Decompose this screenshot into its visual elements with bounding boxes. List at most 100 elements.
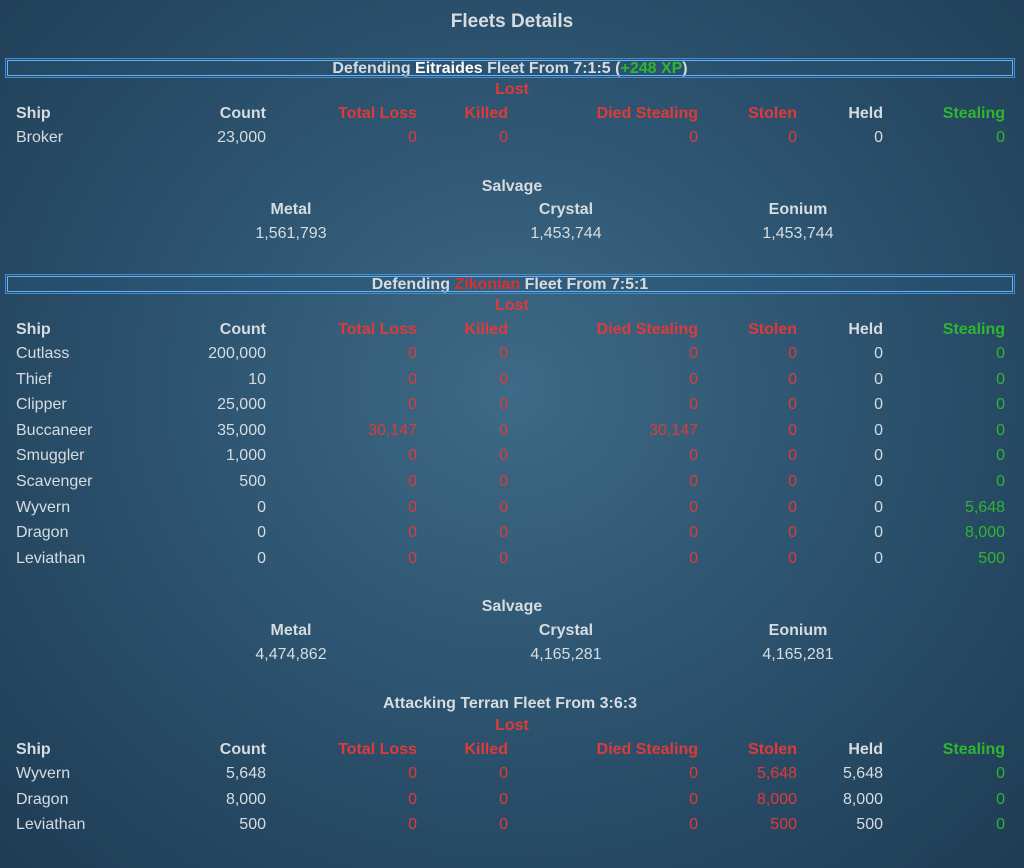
col-killed: Killed — [464, 321, 508, 338]
ship-count: 5,648 — [225, 765, 266, 782]
stealing-value: 0 — [996, 129, 1005, 146]
total-loss-value: 0 — [408, 549, 417, 567]
total-loss-value: 0 — [408, 473, 417, 490]
ship-count: 500 — [239, 816, 266, 834]
held-value: 0 — [874, 421, 883, 439]
stolen-value: 0 — [788, 549, 797, 567]
page-title: Fleets Details — [450, 11, 574, 32]
salvage-metal-label: Metal — [270, 201, 312, 218]
killed-value: 0 — [499, 524, 508, 542]
xp-close: ) — [682, 60, 688, 77]
ship-name: Wyvern — [16, 765, 71, 782]
fleet-prefix: Defending — [371, 276, 450, 293]
table-row: Wyvern 5,648 0 0 0 5,648 5,648 0 — [0, 763, 1024, 785]
ship-name: Thief — [16, 370, 52, 388]
killed-value: 0 — [499, 396, 508, 414]
fleet-owner-name[interactable]: Terran — [460, 695, 509, 712]
col-stealing: Stealing — [942, 321, 1005, 338]
ship-name: Buccaneer — [16, 421, 93, 439]
salvage-metal-value: 1,561,793 — [255, 225, 327, 242]
ship-count: 25,000 — [217, 396, 266, 414]
total-loss-value: 30,147 — [368, 421, 417, 439]
table-row: Wyvern 0 0 0 0 0 0 5,648 — [0, 497, 1024, 519]
stolen-value: 0 — [788, 524, 797, 542]
died-stealing-value: 0 — [689, 345, 698, 362]
total-loss-value: 0 — [408, 370, 417, 388]
died-stealing-value: 0 — [689, 396, 698, 414]
col-killed: Killed — [464, 105, 508, 122]
killed-value: 0 — [499, 447, 508, 465]
fleet-prefix: Attacking — [382, 695, 456, 712]
table-row: Leviathan 500 0 0 0 500 500 0 — [0, 814, 1024, 836]
ship-count: 23,000 — [217, 129, 266, 146]
table-row: Clipper 25,000 0 0 0 0 0 0 — [0, 394, 1024, 416]
col-died-stealing: Died Stealing — [596, 321, 698, 338]
killed-value: 0 — [499, 370, 508, 388]
col-stealing: Stealing — [942, 105, 1005, 122]
total-loss-value: 0 — [408, 524, 417, 542]
died-stealing-value: 0 — [689, 816, 698, 834]
table-row: Dragon 8,000 0 0 0 8,000 8,000 0 — [0, 789, 1024, 811]
killed-value: 0 — [499, 498, 508, 516]
killed-value: 0 — [499, 345, 508, 362]
died-stealing-value: 0 — [689, 473, 698, 490]
ship-name: Cutlass — [16, 345, 70, 362]
ship-name: Leviathan — [16, 816, 86, 834]
ship-count: 0 — [257, 498, 266, 516]
stealing-value: 500 — [978, 549, 1005, 567]
table-row: Smuggler 1,000 0 0 0 0 0 0 — [0, 445, 1024, 467]
col-stolen: Stolen — [748, 321, 797, 338]
col-held: Held — [848, 321, 883, 338]
salvage-values: 1,561,793 1,453,744 1,453,744 — [0, 223, 1024, 245]
lost-label: Lost — [495, 81, 529, 98]
stolen-value: 0 — [788, 345, 797, 362]
killed-value: 0 — [499, 421, 508, 439]
died-stealing-value: 0 — [689, 549, 698, 567]
lost-label: Lost — [495, 717, 529, 734]
table-row: Cutlass 200,000 0 0 0 0 0 0 — [0, 343, 1024, 365]
stealing-value: 0 — [996, 370, 1005, 388]
col-stealing: Stealing — [942, 741, 1005, 758]
table-row: Thief 10 0 0 0 0 0 0 — [0, 369, 1024, 391]
ship-count: 0 — [257, 549, 266, 567]
killed-value: 0 — [499, 129, 508, 146]
ship-name: Dragon — [16, 524, 69, 542]
table-row: Buccaneer 35,000 30,147 0 30,147 0 0 0 — [0, 420, 1024, 442]
col-ship: Ship — [16, 741, 51, 758]
col-died-stealing: Died Stealing — [596, 105, 698, 122]
ship-count: 500 — [239, 473, 266, 490]
held-value: 0 — [874, 473, 883, 490]
held-value: 0 — [874, 129, 883, 146]
held-value: 0 — [874, 498, 883, 516]
stolen-value: 0 — [788, 473, 797, 490]
stealing-value: 0 — [996, 345, 1005, 362]
stealing-value: 0 — [996, 396, 1005, 414]
stealing-value: 0 — [996, 447, 1005, 465]
ship-name: Wyvern — [16, 498, 71, 516]
fleet-origin: Fleet From 3:6:3 — [513, 695, 637, 712]
stealing-value: 0 — [996, 765, 1005, 782]
stealing-value: 0 — [996, 473, 1005, 490]
fleet-prefix: Defending — [332, 60, 411, 77]
salvage-labels: Metal Crystal Eonium — [0, 620, 1024, 642]
table-row: Dragon 0 0 0 0 0 0 8,000 — [0, 522, 1024, 544]
col-stolen: Stolen — [748, 741, 797, 758]
salvage-eonium-value: 4,165,281 — [762, 646, 834, 663]
fleet-owner-name[interactable]: Eitraides — [415, 60, 483, 77]
held-value: 0 — [874, 370, 883, 388]
col-count: Count — [219, 741, 266, 758]
stolen-value: 0 — [788, 447, 797, 465]
total-loss-value: 0 — [408, 345, 417, 362]
table-header: Ship Count Total Loss Killed Died Steali… — [0, 103, 1024, 125]
fleet-owner-name[interactable]: Zikonian — [454, 276, 521, 293]
salvage-values: 4,474,862 4,165,281 4,165,281 — [0, 644, 1024, 666]
salvage-eonium-label: Eonium — [768, 622, 828, 639]
died-stealing-value: 0 — [689, 790, 698, 808]
ship-name: Broker — [16, 129, 64, 146]
held-value: 0 — [874, 524, 883, 542]
col-total-loss: Total Loss — [338, 105, 417, 122]
held-value: 5,648 — [842, 765, 883, 782]
ship-name: Leviathan — [16, 549, 86, 567]
ship-name: Clipper — [16, 396, 67, 414]
stolen-value: 0 — [788, 421, 797, 439]
